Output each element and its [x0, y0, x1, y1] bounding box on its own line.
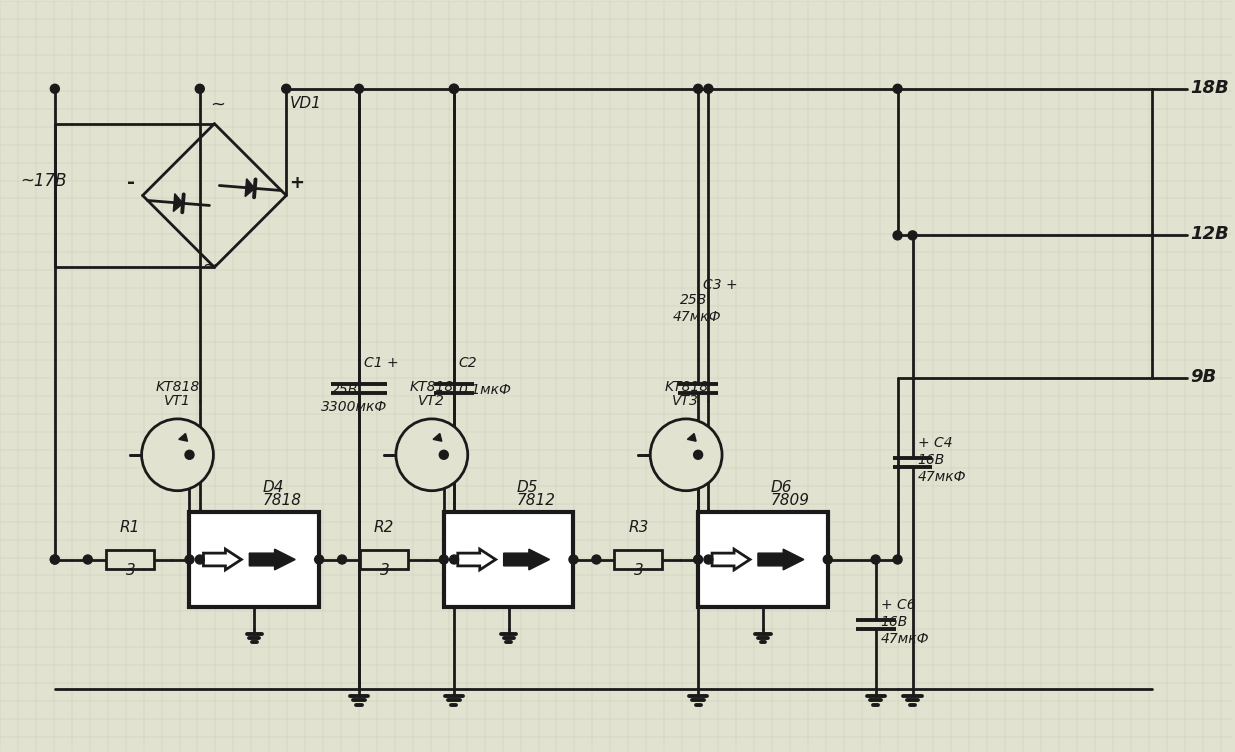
Text: 16В: 16В [918, 453, 945, 467]
Circle shape [592, 555, 601, 564]
Circle shape [440, 555, 448, 564]
Text: C3 +: C3 + [703, 278, 737, 293]
Polygon shape [204, 549, 241, 570]
Text: 7818: 7818 [262, 493, 301, 508]
Circle shape [396, 419, 468, 491]
Polygon shape [173, 194, 183, 211]
Polygon shape [245, 179, 254, 196]
Text: C1 +: C1 + [364, 356, 399, 370]
Circle shape [694, 84, 703, 93]
Text: KT818: KT818 [156, 380, 200, 394]
Bar [106, 550, 153, 569]
Text: 47мкФ: 47мкФ [673, 310, 721, 324]
Circle shape [824, 555, 832, 564]
Circle shape [354, 84, 363, 93]
Circle shape [337, 555, 347, 564]
Polygon shape [249, 549, 295, 570]
Text: D6: D6 [771, 481, 793, 495]
Text: 47мкФ: 47мкФ [918, 470, 966, 484]
Text: 7809: 7809 [771, 493, 810, 508]
Bar [698, 512, 827, 607]
Text: 16В: 16В [881, 615, 908, 629]
Circle shape [893, 231, 902, 240]
Text: 3: 3 [126, 563, 136, 578]
Bar [614, 550, 662, 569]
Text: 18В: 18В [1189, 79, 1229, 97]
Circle shape [51, 84, 59, 93]
Bar [443, 512, 573, 607]
Circle shape [51, 555, 59, 564]
Polygon shape [713, 549, 750, 570]
Circle shape [871, 555, 881, 564]
Circle shape [83, 555, 93, 564]
Circle shape [704, 555, 713, 564]
Polygon shape [504, 549, 550, 570]
Circle shape [893, 555, 902, 564]
Text: + C6: + C6 [881, 599, 915, 612]
Circle shape [185, 555, 194, 564]
Circle shape [694, 450, 703, 459]
Text: VT2: VT2 [417, 394, 445, 408]
Circle shape [694, 555, 703, 564]
Circle shape [651, 419, 722, 491]
Polygon shape [758, 549, 804, 570]
Circle shape [51, 555, 59, 564]
Text: 0.1мкФ: 0.1мкФ [458, 383, 511, 397]
Polygon shape [688, 433, 697, 441]
Circle shape [569, 555, 578, 564]
Text: VT1: VT1 [163, 394, 190, 408]
Text: 47мкФ: 47мкФ [881, 632, 929, 646]
Circle shape [440, 450, 448, 459]
Circle shape [450, 555, 458, 564]
Text: C2: C2 [458, 356, 478, 370]
Text: VT3: VT3 [672, 394, 699, 408]
Circle shape [195, 555, 204, 564]
Circle shape [282, 84, 290, 93]
Text: R2: R2 [374, 520, 394, 535]
Text: ~17В: ~17В [20, 171, 67, 190]
Text: 3300мкФ: 3300мкФ [321, 400, 388, 414]
Text: 12В: 12В [1189, 226, 1229, 244]
Polygon shape [458, 549, 495, 570]
Text: D4: D4 [262, 481, 284, 495]
Bar [361, 550, 408, 569]
Circle shape [315, 555, 324, 564]
Polygon shape [433, 433, 442, 441]
Circle shape [908, 231, 918, 240]
Text: 3: 3 [635, 563, 643, 578]
Circle shape [142, 419, 214, 491]
Text: ~: ~ [210, 96, 226, 114]
Text: -: - [127, 172, 135, 192]
Text: R1: R1 [120, 520, 140, 535]
Text: 25В: 25В [331, 383, 358, 397]
Circle shape [704, 84, 713, 93]
Text: VD1: VD1 [290, 96, 322, 111]
Text: KT818: KT818 [664, 380, 709, 394]
Text: 7812: 7812 [516, 493, 556, 508]
Circle shape [185, 450, 194, 459]
Circle shape [450, 84, 458, 93]
Text: ~: ~ [203, 256, 217, 274]
Text: KT818: KT818 [410, 380, 454, 394]
Bar [189, 512, 319, 607]
Circle shape [450, 84, 458, 93]
Text: R3: R3 [629, 520, 648, 535]
Text: 25В: 25В [680, 293, 708, 308]
Polygon shape [179, 433, 188, 441]
Text: +: + [289, 174, 304, 192]
Text: + C4: + C4 [918, 436, 952, 450]
Circle shape [893, 84, 902, 93]
Circle shape [195, 84, 204, 93]
Text: 3: 3 [380, 563, 390, 578]
Text: 9В: 9В [1189, 368, 1216, 386]
Text: D5: D5 [516, 481, 538, 495]
